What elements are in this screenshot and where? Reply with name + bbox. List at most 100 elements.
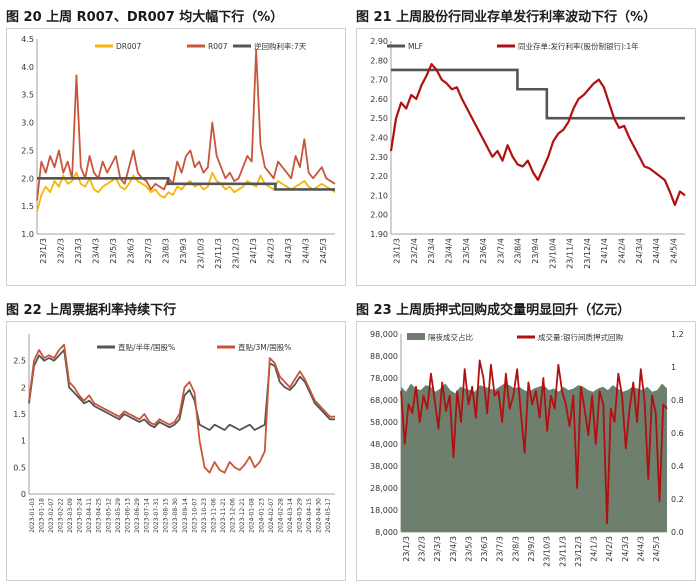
x-tick-label: 23/9/3 xyxy=(179,238,188,264)
series-area xyxy=(401,383,667,532)
series-line xyxy=(400,359,668,525)
y-tick-label: 3.0 xyxy=(21,119,34,128)
x-tick-label: 2023-02-22 xyxy=(57,498,64,533)
x-tick-label: 2023-10-07 xyxy=(191,498,198,533)
y-tick-label: 2.80 xyxy=(370,56,388,65)
x-tick-label: 2023-09-14 xyxy=(182,498,189,533)
x-tick-label: 23/10/4 xyxy=(548,238,557,269)
x-tick-label: 23/11/4 xyxy=(566,238,575,269)
x-tick-label: 24/1/3 xyxy=(590,536,599,562)
y-tick-label: 2.10 xyxy=(370,191,388,200)
x-tick-label: 24/3/3 xyxy=(621,536,630,562)
x-tick-label: 2024-02-28 xyxy=(277,498,284,533)
x-tick-label: 2023-08-15 xyxy=(163,498,170,533)
x-tick-label: 2023-01-03 xyxy=(29,498,36,533)
x-tick-label: 2024-03-29 xyxy=(297,498,304,533)
x-tick-label: 23/10/3 xyxy=(543,536,552,567)
x-tick-label: 23/4/3 xyxy=(91,238,100,264)
y-tick-label: 2.5 xyxy=(13,357,26,366)
y-tick-label: 1.90 xyxy=(370,230,388,239)
x-tick-label: 23/4/3 xyxy=(449,536,458,562)
series-line xyxy=(28,343,335,474)
y-right-tick-label: 0.0 xyxy=(671,528,684,537)
legend-label: 成交量:银行间质押式回购 xyxy=(538,332,623,342)
x-tick-label: 23/8/3 xyxy=(161,238,170,264)
x-tick-label: 2023-02-07 xyxy=(48,498,55,533)
chart-20-svg: 1.0 1.5 2.0 2.5 3.0 3.5 4.0 4.5 23/1/3 23/2/3 23/3… xyxy=(21,35,336,269)
y-tick-label: 98,000 xyxy=(370,330,398,339)
y-right-tick-label: 0.8 xyxy=(671,396,684,405)
x-tick-label: 23/5/4 xyxy=(462,238,471,264)
y-right-tick-label: 0.4 xyxy=(671,462,684,471)
y-tick-label: 68,000 xyxy=(370,396,398,405)
y-tick-label: 1.5 xyxy=(21,202,34,211)
x-tick-label: 2023-07-14 xyxy=(144,498,151,533)
series-line xyxy=(389,63,686,207)
y-tick-label: 2.70 xyxy=(370,76,388,85)
y-tick-label: 4.0 xyxy=(21,63,34,72)
x-tick-label: 24/2/3 xyxy=(267,238,276,264)
x-tick-label: 23/8/4 xyxy=(514,238,523,264)
x-tick-label: 23/3/3 xyxy=(74,238,83,264)
x-tick-label: 24/4/4 xyxy=(652,238,661,264)
chart-title: 图 20 上周 R007、DR007 均大幅下行（%） xyxy=(6,10,284,25)
x-tick-label: 24/3/3 xyxy=(284,238,293,264)
x-tick-label: 2023-10-23 xyxy=(201,498,208,533)
y-tick-label: 2.20 xyxy=(370,172,388,181)
x-tick-label: 2023-12-21 xyxy=(239,498,246,533)
y-tick-label: 0 xyxy=(21,490,26,499)
chart-frame: 8,000 18,000 28,000 38,000 48,000 58,000 68,00… xyxy=(356,321,696,581)
legend-label: 直贴/半年/国股% xyxy=(118,342,175,352)
x-tick-label: 23/12/3 xyxy=(232,238,241,269)
series-line xyxy=(36,49,336,201)
y-tick-label: 88,000 xyxy=(370,352,398,361)
y-tick-label: 38,000 xyxy=(370,462,398,471)
y-tick-label: 2.30 xyxy=(370,153,388,162)
x-tick-label: 23/9/4 xyxy=(531,238,540,264)
legend-swatch xyxy=(407,333,425,340)
x-tick-label: 23/2/3 xyxy=(56,238,65,264)
series-step-line xyxy=(37,176,335,191)
legend-label: 同业存单:发行利率(股份制银行):1年 xyxy=(518,41,639,51)
y-tick-label: 1.5 xyxy=(13,410,26,419)
y-tick-label: 4.5 xyxy=(21,35,34,44)
x-tick-label: 23/12/3 xyxy=(574,536,583,567)
x-tick-label: 2024-01-23 xyxy=(258,498,265,533)
y-tick-label: 2.50 xyxy=(370,114,388,123)
x-tick-label: 23/8/3 xyxy=(511,536,520,562)
legend-label: R007 xyxy=(208,42,228,51)
x-tick-label: 23/10/3 xyxy=(197,238,206,269)
x-tick-label: 2023-06-13 xyxy=(124,498,131,533)
y-tick-label: 48,000 xyxy=(370,440,398,449)
x-tick-label: 2023-08-30 xyxy=(172,498,179,533)
x-tick-label: 24/5/3 xyxy=(319,238,328,264)
x-tick-label: 23/7/3 xyxy=(496,536,505,562)
chart-panel-20: 图 20 上周 R007、DR007 均大幅下行（%） 1.0 1.5 2.0 2.5… xyxy=(0,0,350,293)
x-tick-label: 2024-01-08 xyxy=(249,498,256,533)
x-tick-label: 24/4/3 xyxy=(637,536,646,562)
chart-21-svg: 1.90 2.00 2.10 2.20 2.30 2.40 2.50 2.60 2.70 2.80… xyxy=(370,37,686,269)
x-tick-label: 24/2/3 xyxy=(605,536,614,562)
y-tick-label: 1 xyxy=(21,437,26,446)
y-tick-label: 1.0 xyxy=(21,230,34,239)
x-tick-label: 23/1/3 xyxy=(39,238,48,264)
x-tick-label: 23/12/4 xyxy=(583,238,592,269)
x-tick-label: 2024-05-17 xyxy=(325,498,332,533)
x-tick-label: 23/6/3 xyxy=(480,536,489,562)
x-tick-label: 2024-04-30 xyxy=(316,498,323,533)
y-tick-label: 3.5 xyxy=(21,91,34,100)
x-tick-label: 23/3/4 xyxy=(427,238,436,264)
x-tick-label: 23/1/3 xyxy=(393,238,402,264)
legend-label: DR007 xyxy=(116,42,142,51)
y-tick-label: 2.00 xyxy=(370,211,388,220)
y-tick-label: 2.60 xyxy=(370,95,388,104)
x-tick-label: 2023-05-29 xyxy=(115,498,122,533)
x-tick-label: 2023-11-21 xyxy=(220,498,227,533)
chart-title: 图 21 上周股份行同业存单发行利率波动下行（%） xyxy=(356,10,657,25)
chart-frame: 1.0 1.5 2.0 2.5 3.0 3.5 4.0 4.5 23/1/3 23/2/3 23/3… xyxy=(6,28,346,286)
chart-panel-21: 图 21 上周股份行同业存单发行利率波动下行（%） 1.90 2.00 2.10 2.… xyxy=(350,0,700,293)
x-tick-label: 23/2/4 xyxy=(410,238,419,264)
x-tick-label: 24/1/3 xyxy=(249,238,258,264)
y-tick-label: 8,000 xyxy=(375,528,398,537)
